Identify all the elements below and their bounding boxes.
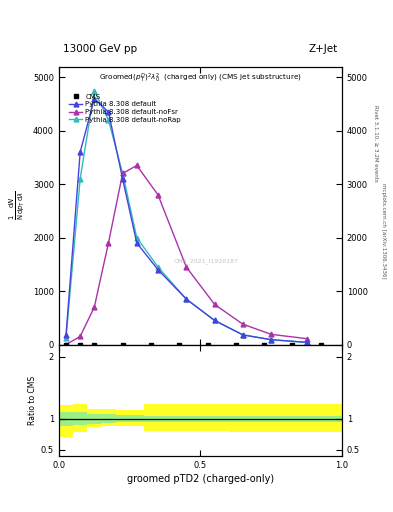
- X-axis label: groomed pTD2 (charged-only): groomed pTD2 (charged-only): [127, 474, 274, 484]
- Text: CMS_2021_I1920187: CMS_2021_I1920187: [174, 258, 239, 264]
- Legend: CMS, Pythia 8.308 default, Pythia 8.308 default-noFsr, Pythia 8.308 default-noRa: CMS, Pythia 8.308 default, Pythia 8.308 …: [68, 92, 182, 124]
- Text: Groomed$(p_T^D)^2\lambda_0^2$  (charged only) (CMS jet substructure): Groomed$(p_T^D)^2\lambda_0^2$ (charged o…: [99, 72, 302, 86]
- Text: mcplots.cern.ch [arXiv:1306.3436]: mcplots.cern.ch [arXiv:1306.3436]: [381, 183, 386, 278]
- Y-axis label: $\frac{1}{\mathrm{N}}\frac{\mathrm{d}N}{\mathrm{d}p_T\,\mathrm{d}\lambda}$: $\frac{1}{\mathrm{N}}\frac{\mathrm{d}N}{…: [8, 191, 28, 220]
- Text: Rivet 3.1.10, ≥ 3.2M events: Rivet 3.1.10, ≥ 3.2M events: [373, 105, 378, 182]
- Y-axis label: Ratio to CMS: Ratio to CMS: [28, 375, 37, 424]
- Text: 13000 GeV pp: 13000 GeV pp: [63, 44, 137, 54]
- Text: Z+Jet: Z+Jet: [309, 44, 338, 54]
